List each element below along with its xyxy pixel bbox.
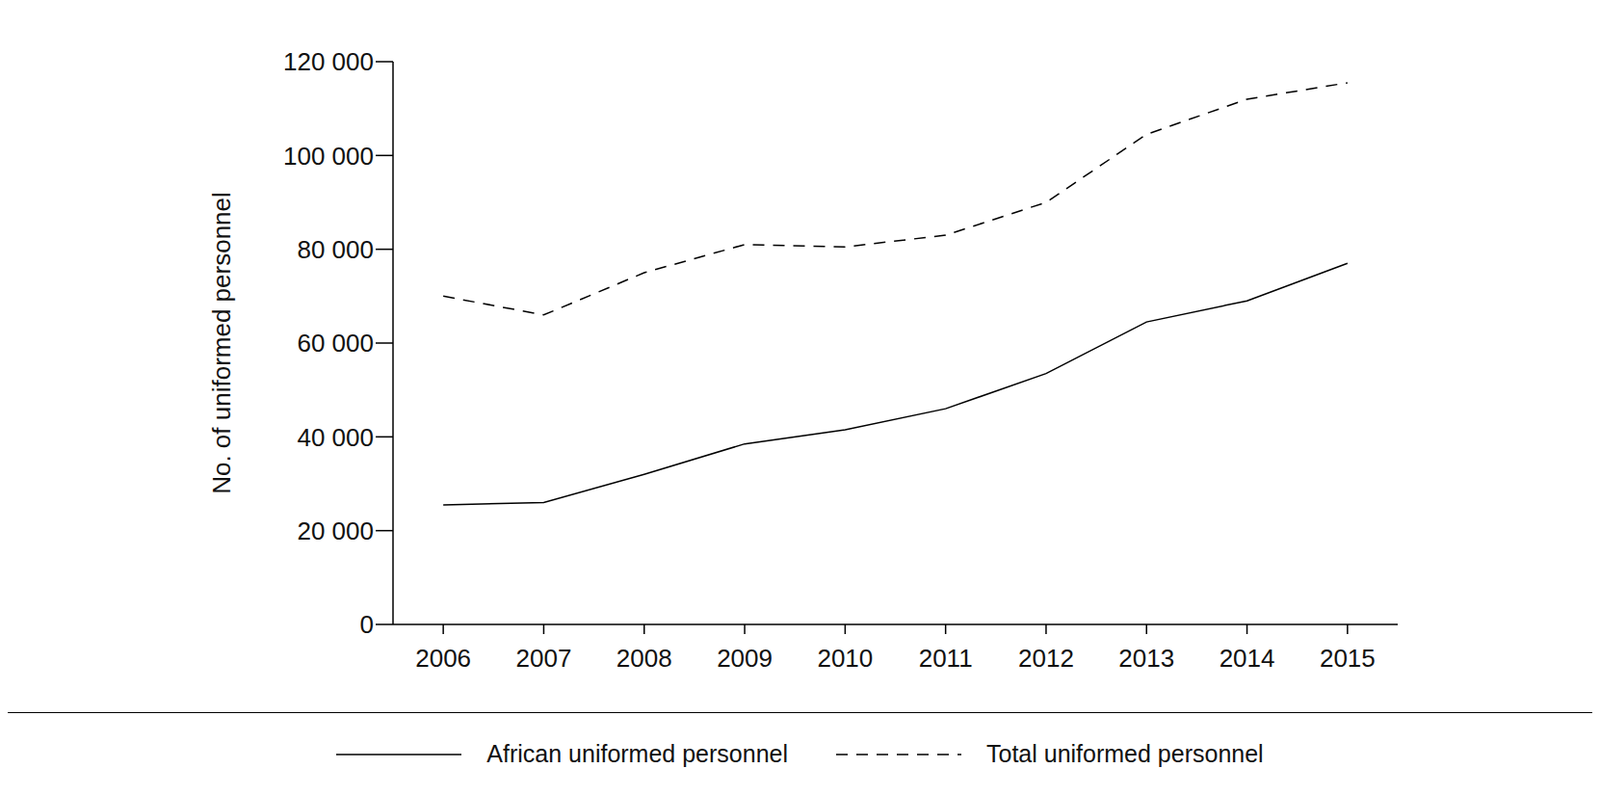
svg-text:2011: 2011 [918,643,973,673]
html-text:Total uniformed personnel: Total uniformed personnel [986,739,1264,767]
svg-text:2015: 2015 [1319,643,1376,673]
svg-text:2007: 2007 [516,643,573,673]
svg-text:100 000: 100 000 [283,141,374,171]
svg-text:40 000: 40 000 [296,422,374,452]
svg-text:80 000: 80 000 [296,235,374,264]
svg-text:2010: 2010 [816,643,873,673]
svg-text:2012: 2012 [1018,643,1075,673]
svg-text:2006: 2006 [415,643,472,673]
svg-text:2008: 2008 [616,643,673,673]
svg-text:2009: 2009 [716,643,773,673]
svg-text:2013: 2013 [1118,643,1175,673]
svg-text:120 000: 120 000 [283,47,374,77]
svg-text:20 000: 20 000 [296,516,374,546]
svg-text:2014: 2014 [1219,643,1276,673]
svg-text:No. of uniformed personnel: No. of uniformed personnel [207,191,237,495]
svg-text:0: 0 [360,609,374,639]
svg-text:60 000: 60 000 [296,328,374,358]
html-text:African uniformed personnel: African uniformed personnel [486,739,788,767]
